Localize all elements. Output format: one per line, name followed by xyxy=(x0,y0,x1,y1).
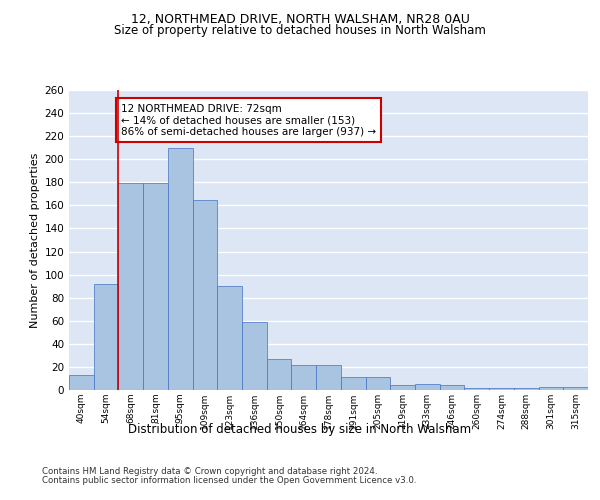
Bar xyxy=(69,375,94,390)
Bar xyxy=(267,359,292,390)
Text: Contains public sector information licensed under the Open Government Licence v3: Contains public sector information licen… xyxy=(42,476,416,485)
Bar xyxy=(365,378,390,390)
Bar xyxy=(292,364,316,390)
Bar xyxy=(94,284,118,390)
Text: Distribution of detached houses by size in North Walsham: Distribution of detached houses by size … xyxy=(128,422,472,436)
Bar xyxy=(539,386,563,390)
Bar xyxy=(242,322,267,390)
Text: Contains HM Land Registry data © Crown copyright and database right 2024.: Contains HM Land Registry data © Crown c… xyxy=(42,468,377,476)
Bar xyxy=(489,388,514,390)
Bar xyxy=(316,364,341,390)
Bar xyxy=(193,200,217,390)
Bar xyxy=(464,388,489,390)
Bar xyxy=(390,386,415,390)
Text: Size of property relative to detached houses in North Walsham: Size of property relative to detached ho… xyxy=(114,24,486,37)
Text: 12, NORTHMEAD DRIVE, NORTH WALSHAM, NR28 0AU: 12, NORTHMEAD DRIVE, NORTH WALSHAM, NR28… xyxy=(131,12,469,26)
Bar xyxy=(415,384,440,390)
Bar xyxy=(341,378,365,390)
Bar xyxy=(563,386,588,390)
Bar xyxy=(514,388,539,390)
Text: 12 NORTHMEAD DRIVE: 72sqm
← 14% of detached houses are smaller (153)
86% of semi: 12 NORTHMEAD DRIVE: 72sqm ← 14% of detac… xyxy=(121,104,376,136)
Bar xyxy=(440,386,464,390)
Bar xyxy=(168,148,193,390)
Bar xyxy=(217,286,242,390)
Bar xyxy=(118,184,143,390)
Bar xyxy=(143,184,168,390)
Y-axis label: Number of detached properties: Number of detached properties xyxy=(30,152,40,328)
